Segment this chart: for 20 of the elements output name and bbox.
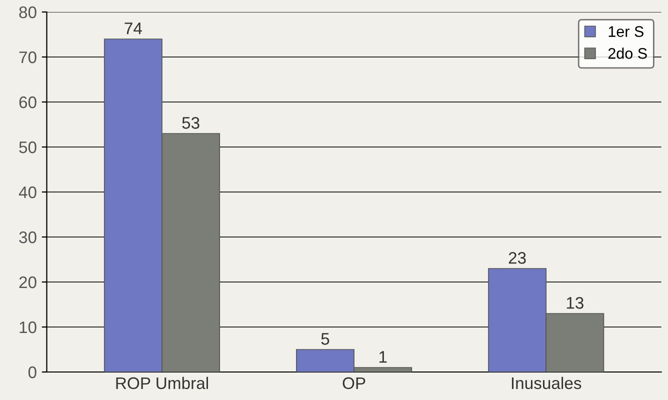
x-tick-label: Inusuales: [512, 376, 582, 390]
y-tick-label: 0: [28, 366, 36, 378]
y-tick-label: 60: [19, 96, 36, 108]
data-label: 13: [566, 297, 584, 309]
y-tick-label: 70: [19, 51, 36, 64]
data-label: 1: [379, 351, 387, 363]
legend-label: 1er S: [608, 26, 644, 37]
y-tick-label: 20: [19, 276, 36, 288]
x-tick-label: ROP Umbral: [116, 376, 208, 390]
y-tick-label: 40: [18, 186, 36, 198]
x-tick-label: OP: [342, 377, 366, 390]
y-tick-label: 80: [19, 6, 36, 18]
y-tick-label: 10: [20, 321, 36, 334]
data-label: 74: [124, 22, 142, 34]
y-tick-label: 30: [19, 231, 36, 244]
legend-label: 2do S: [608, 48, 647, 59]
data-label: 23: [508, 252, 526, 264]
data-label: 53: [182, 117, 200, 129]
data-label: 5: [321, 333, 330, 345]
y-tick-label: 50: [19, 141, 36, 154]
